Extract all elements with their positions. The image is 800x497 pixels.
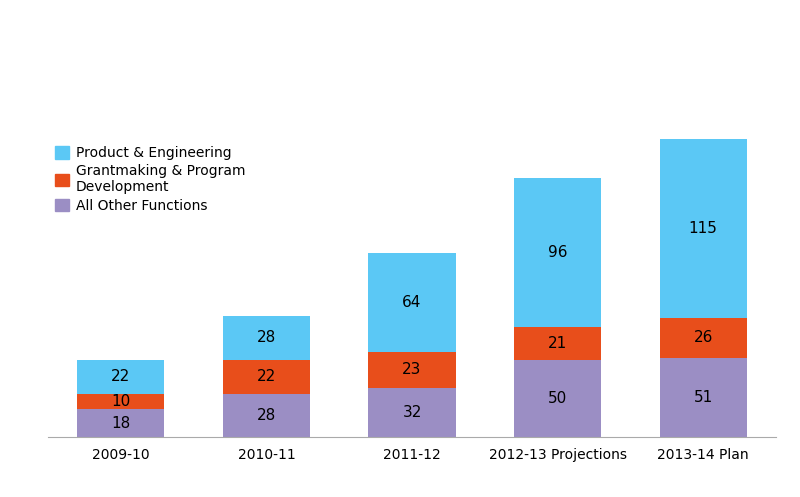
Text: 96: 96	[548, 245, 567, 260]
Text: 32: 32	[402, 405, 422, 420]
Bar	[368, 352, 456, 388]
Bar	[77, 410, 165, 437]
Bar	[222, 360, 310, 394]
Text: 115: 115	[689, 221, 718, 236]
Text: 26: 26	[694, 331, 713, 345]
Text: 28: 28	[257, 408, 276, 423]
Text: 51: 51	[694, 390, 713, 405]
Bar	[659, 358, 747, 437]
Legend: Product & Engineering, Grantmaking & Program
Development, All Other Functions: Product & Engineering, Grantmaking & Pro…	[55, 146, 246, 213]
Text: 50: 50	[548, 391, 567, 406]
Text: 21: 21	[548, 336, 567, 351]
Bar	[514, 327, 602, 360]
Text: 23: 23	[402, 362, 422, 377]
Bar	[222, 316, 310, 360]
Bar	[222, 394, 310, 437]
Bar	[368, 388, 456, 437]
Text: 22: 22	[111, 369, 130, 384]
Text: 28: 28	[257, 331, 276, 345]
Text: 64: 64	[402, 295, 422, 310]
Bar	[77, 394, 165, 410]
Bar	[514, 178, 602, 327]
Bar	[659, 139, 747, 318]
Bar	[77, 360, 165, 394]
Bar	[659, 318, 747, 358]
Bar	[514, 360, 602, 437]
Text: 22: 22	[257, 369, 276, 384]
Text: 18: 18	[111, 416, 130, 431]
Bar	[368, 252, 456, 352]
Text: 10: 10	[111, 394, 130, 409]
